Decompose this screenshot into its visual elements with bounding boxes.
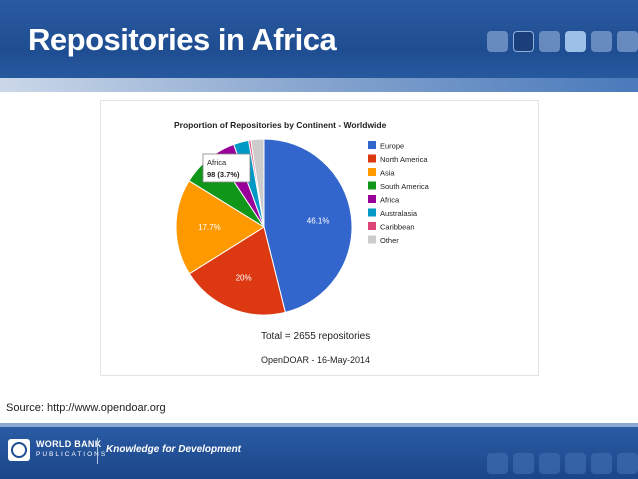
chart-title: Proportion of Repositories by Continent …: [174, 120, 387, 130]
footer-divider: [97, 438, 98, 464]
header-decor-tiles: [487, 31, 638, 52]
decor-tile: [513, 31, 534, 52]
legend-swatch: [368, 168, 376, 176]
tooltip-box: [202, 153, 251, 183]
decor-tile: [565, 31, 586, 52]
legend-swatch: [368, 222, 376, 230]
decor-tile: [591, 453, 612, 474]
decor-tile: [513, 453, 534, 474]
chart-caption: OpenDOAR - 16-May-2014: [261, 355, 370, 365]
pie-slice-asia: [175, 180, 265, 275]
globe-icon: [11, 442, 27, 458]
legend-swatch: [368, 195, 376, 203]
header-stripe: [0, 78, 638, 92]
pie-slice-europe: [263, 138, 353, 313]
slice-data-label: 20%: [236, 274, 252, 283]
pie-slice-other: [250, 138, 265, 228]
legend-label: Europe: [380, 142, 404, 151]
legend-swatch: [368, 141, 376, 149]
legend-swatch: [368, 208, 376, 217]
decor-tile: [539, 453, 560, 474]
world-bank-logo-icon: [8, 439, 30, 461]
decor-tile: [591, 31, 612, 52]
legend-label: Africa: [380, 196, 400, 205]
decor-tile: [487, 31, 508, 52]
chart-frame: Proportion of Repositories by Continent …: [100, 100, 539, 376]
slice-data-label: 46.1%: [307, 216, 330, 225]
decor-tile: [617, 31, 638, 52]
legend-label: Caribbean: [380, 223, 415, 232]
footer-stripe: [0, 423, 638, 427]
source-text: Source: http://www.opendoar.org: [6, 402, 166, 414]
legend-swatch: [368, 235, 376, 244]
slide-title: Repositories in Africa: [28, 22, 337, 57]
legend-swatch: [368, 181, 376, 190]
legend-label: North America: [380, 155, 428, 164]
legend-label: Australasia: [380, 209, 418, 218]
decor-tile: [487, 453, 508, 474]
legend-label: South America: [380, 182, 430, 191]
pie-slice-north-america: [188, 226, 286, 316]
decor-tile: [565, 453, 586, 474]
tooltip-value: 98 (3.7%): [207, 170, 240, 179]
logo-subtext: PUBLICATIONS: [36, 451, 108, 458]
footer-decor-tiles: [487, 453, 638, 474]
logo-text: WORLD BANK: [36, 439, 102, 449]
decor-tile: [539, 31, 560, 52]
tooltip-label: Africa: [207, 158, 227, 167]
pie-chart: Proportion of Repositories by Continent …: [174, 120, 430, 365]
legend-label: Asia: [380, 169, 395, 178]
legend-label: Other: [380, 236, 399, 245]
tagline: Knowledge for Development: [106, 444, 242, 455]
slice-data-label: 17.7%: [198, 223, 221, 232]
chart-total-text: Total = 2655 repositories: [261, 331, 370, 342]
decor-tile: [617, 453, 638, 474]
legend-swatch: [368, 154, 376, 163]
